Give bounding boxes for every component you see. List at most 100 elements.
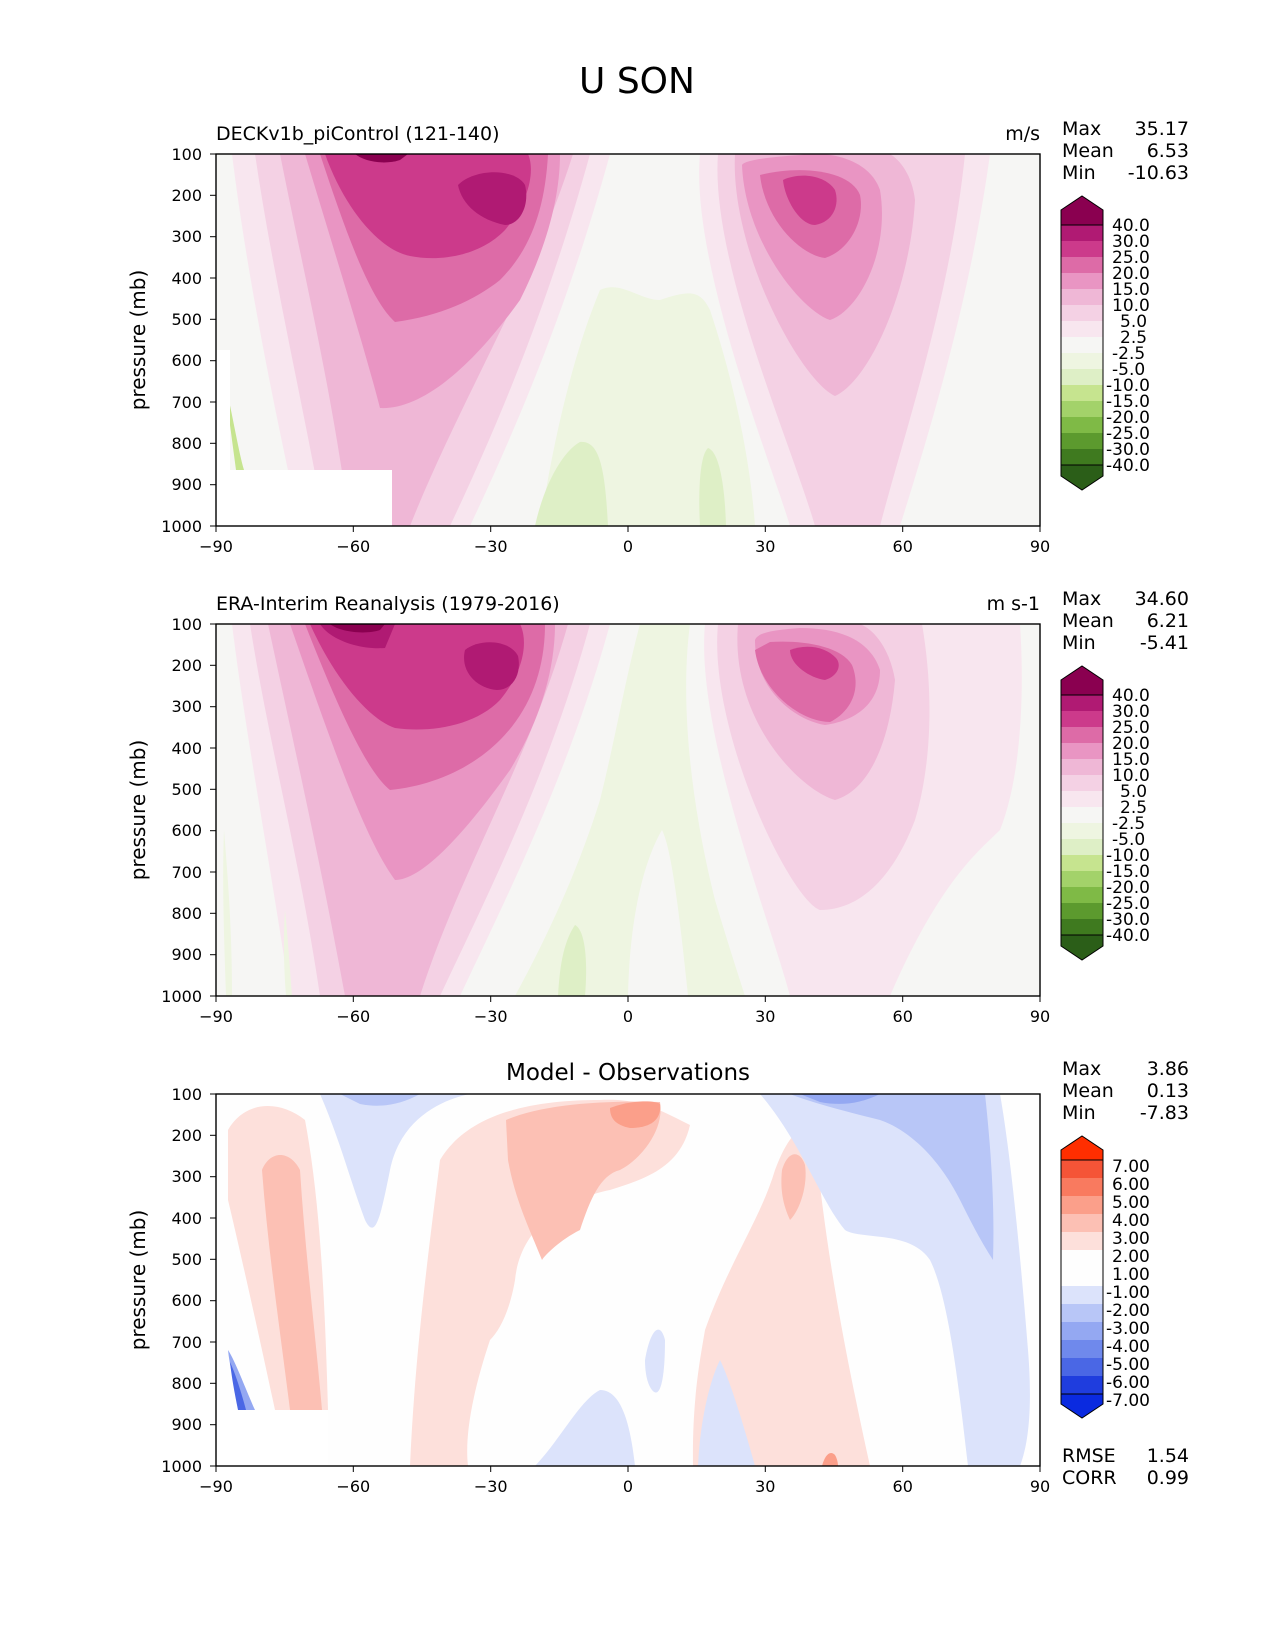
colorbar-label: -25.0 <box>1106 424 1150 444</box>
x-tick-label: −90 <box>199 1477 233 1496</box>
stat-value: 1.54 <box>1147 1445 1189 1467</box>
colorbar: 40.0 30.0 25.0 20.0 15.0 10.0 5.0 2.5 -2… <box>1060 665 1150 961</box>
x-tick-label: 60 <box>893 537 913 556</box>
colorbar-label: 20.0 <box>1112 734 1150 754</box>
colorbar-label: 25.0 <box>1112 248 1150 268</box>
colorbar-label: -25.0 <box>1106 894 1150 914</box>
y-tick-label: 500 <box>171 310 202 329</box>
stat-label: Max <box>1062 118 1101 140</box>
y-tick-label: 1000 <box>161 987 202 1006</box>
colorbar-label: 7.00 <box>1112 1157 1150 1177</box>
colorbar-label: -10.0 <box>1106 846 1150 866</box>
stat-label: Max <box>1062 588 1101 610</box>
colorbar: 40.0 30.0 25.0 20.0 15.0 10.0 5.0 2.5 -2… <box>1060 195 1150 491</box>
stat-label: Min <box>1062 162 1096 184</box>
y-tick-label: 100 <box>171 145 202 164</box>
colorbar-label: 1.00 <box>1112 1265 1150 1285</box>
x-tick-label: 90 <box>1030 1477 1050 1496</box>
x-tick-label: 90 <box>1030 1007 1050 1026</box>
y-tick-label: 300 <box>171 1167 202 1186</box>
y-axis-label: pressure (mb) <box>126 270 150 411</box>
stat-value: 0.13 <box>1147 1080 1189 1102</box>
colorbar-label: 20.0 <box>1112 264 1150 284</box>
stat-value: 0.99 <box>1147 1467 1189 1489</box>
x-tick-label: −30 <box>474 1007 508 1026</box>
y-tick-label: 100 <box>171 1085 202 1104</box>
y-tick-label: 400 <box>171 1209 202 1228</box>
stats-box: Max 35.17 Mean 6.53 Min -10.63 <box>1062 118 1189 184</box>
y-tick-label: 600 <box>171 1291 202 1310</box>
stat-label: Min <box>1062 632 1096 654</box>
colorbar-label: -3.00 <box>1106 1319 1150 1339</box>
colorbar-label: -6.00 <box>1106 1373 1150 1393</box>
y-tick-label: 500 <box>171 780 202 799</box>
y-axis-label: pressure (mb) <box>126 1210 150 1351</box>
colorbar-label: 5.00 <box>1112 1193 1150 1213</box>
y-tick-label: 300 <box>171 227 202 246</box>
x-axis: −90 −60 −30 0 30 60 90 <box>199 1466 1050 1496</box>
y-axis: 100 200 300 400 500 600 700 800 900 1000… <box>126 1085 216 1476</box>
panel-title: ERA-Interim Reanalysis (1979-2016) <box>216 593 560 615</box>
y-tick-label: 300 <box>171 697 202 716</box>
x-tick-label: −60 <box>336 537 370 556</box>
colorbar-label: -4.00 <box>1106 1337 1150 1357</box>
stat-value: 6.21 <box>1147 610 1189 632</box>
x-axis: −90 −60 −30 0 30 60 90 <box>199 526 1050 556</box>
y-tick-label: 700 <box>171 393 202 412</box>
stat-label: RMSE <box>1062 1445 1116 1467</box>
y-tick-label: 700 <box>171 1333 202 1352</box>
x-tick-label: 60 <box>893 1477 913 1496</box>
y-axis: 100 200 300 400 500 600 700 800 900 1000… <box>126 145 216 536</box>
colorbar-label: -2.5 <box>1112 814 1145 834</box>
y-tick-label: 100 <box>171 615 202 634</box>
x-tick-label: 30 <box>755 537 775 556</box>
colorbar-label: -15.0 <box>1106 392 1150 412</box>
y-tick-label: 600 <box>171 821 202 840</box>
stat-label: Mean <box>1062 140 1114 162</box>
y-tick-label: 400 <box>171 739 202 758</box>
colorbar-label: -2.5 <box>1112 344 1145 364</box>
colorbar-label: 10.0 <box>1112 766 1150 786</box>
stat-value: 34.60 <box>1135 588 1189 610</box>
colorbar-label: -5.0 <box>1112 830 1145 850</box>
colorbar-label: 10.0 <box>1112 296 1150 316</box>
stat-value: -7.83 <box>1140 1102 1189 1124</box>
y-axis-label: pressure (mb) <box>126 740 150 881</box>
colorbar-label: 2.5 <box>1120 798 1147 818</box>
colorbar-label: 5.0 <box>1120 782 1147 802</box>
y-tick-label: 900 <box>171 475 202 494</box>
colorbar: 7.00 6.00 5.00 4.00 3.00 2.00 1.00 -1.00… <box>1060 1135 1150 1419</box>
stat-label: Max <box>1062 1058 1101 1080</box>
contour-field <box>216 624 1040 996</box>
y-tick-label: 800 <box>171 1374 202 1393</box>
y-tick-label: 200 <box>171 1126 202 1145</box>
y-tick-label: 900 <box>171 1415 202 1434</box>
y-axis: 100 200 300 400 500 600 700 800 900 1000… <box>126 615 216 1006</box>
x-tick-label: 0 <box>623 1007 633 1026</box>
x-tick-label: 0 <box>623 537 633 556</box>
colorbar-label: 30.0 <box>1112 702 1150 722</box>
colorbar-label: 15.0 <box>1112 750 1150 770</box>
panel-title: DECKv1b_piControl (121-140) <box>216 123 500 145</box>
stat-value: 35.17 <box>1135 118 1189 140</box>
colorbar-label: 5.0 <box>1120 312 1147 332</box>
colorbar-label: 2.00 <box>1112 1247 1150 1267</box>
colorbar-label: -1.00 <box>1106 1283 1150 1303</box>
colorbar-label: -20.0 <box>1106 878 1150 898</box>
colorbar-label: -2.00 <box>1106 1301 1150 1321</box>
colorbar-label: 3.00 <box>1112 1229 1150 1249</box>
colorbar-label: 15.0 <box>1112 280 1150 300</box>
x-tick-label: −30 <box>474 537 508 556</box>
y-tick-label: 1000 <box>161 1457 202 1476</box>
contour-field <box>216 153 1040 526</box>
y-tick-label: 1000 <box>161 517 202 536</box>
colorbar-label: -10.0 <box>1106 376 1150 396</box>
x-axis: −90 −60 −30 0 30 60 90 <box>199 996 1050 1026</box>
y-tick-label: 900 <box>171 945 202 964</box>
x-tick-label: −30 <box>474 1477 508 1496</box>
colorbar-label: -7.00 <box>1106 1391 1150 1411</box>
x-tick-label: 30 <box>755 1007 775 1026</box>
panel-observations: ERA-Interim Reanalysis (1979-2016) m s-1 <box>126 588 1189 1026</box>
stat-value: 6.53 <box>1147 140 1189 162</box>
panel-title: Model - Observations <box>506 1060 750 1086</box>
